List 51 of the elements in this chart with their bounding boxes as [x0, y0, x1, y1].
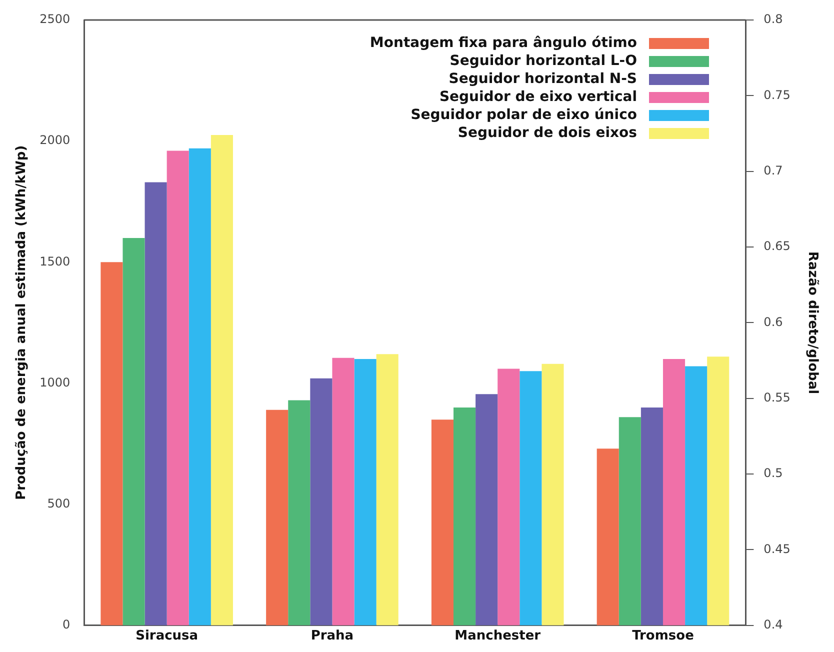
bar	[520, 371, 542, 626]
bar	[310, 378, 332, 626]
bar	[431, 420, 454, 626]
legend-label: Seguidor polar de eixo único	[410, 106, 637, 124]
bar	[542, 364, 564, 626]
y2-tick-label: 0.6	[764, 314, 783, 329]
bar	[454, 407, 476, 626]
bar	[288, 400, 310, 626]
bar	[210, 135, 233, 626]
bar	[332, 358, 354, 626]
bar	[144, 182, 167, 626]
y-tick-label: 1500	[40, 254, 70, 268]
bar	[596, 448, 619, 626]
bar	[376, 354, 398, 626]
y2-tick-label: 0.5	[764, 466, 783, 480]
bar	[662, 359, 686, 626]
legend-label: Seguidor de eixo vertical	[439, 88, 637, 106]
legend-label: Seguidor horizontal N-S	[448, 70, 637, 88]
y-tick-label: 2500	[40, 12, 70, 26]
y2-tick-label: 0.7	[764, 163, 783, 178]
bar	[188, 148, 211, 626]
bar	[707, 356, 730, 626]
x-tick-label: Tromsoe	[632, 628, 694, 644]
bar	[640, 407, 663, 626]
y2-axis-title: Razão direto/global	[804, 251, 820, 394]
y-tick-label: 1000	[40, 375, 70, 390]
legend-label: Montagem fixa para ângulo ótimo	[370, 34, 637, 52]
y2-tick-label: 0.45	[764, 542, 790, 556]
bar	[685, 366, 708, 626]
y-tick-label: 2000	[40, 133, 70, 148]
y-axis-title: Produção de energia anual estimada (kWh/kWp)	[14, 145, 30, 500]
legend-label: Seguidor de dois eixos	[458, 124, 637, 142]
y2-tick-label: 0.65	[764, 239, 790, 254]
y2-tick-label: 0.55	[764, 390, 790, 404]
y-tick-label: 0	[62, 618, 70, 632]
bar	[354, 359, 376, 626]
bar	[166, 150, 189, 626]
bar	[498, 368, 520, 626]
y2-tick-label: 0.4	[764, 618, 783, 632]
bar	[122, 238, 145, 626]
y2-tick-label: 0.75	[764, 88, 790, 102]
x-tick-label: Siracusa	[136, 628, 198, 644]
bar	[100, 262, 123, 626]
bar	[266, 410, 288, 626]
x-tick-label: Manchester	[454, 628, 542, 644]
x-tick-label: Praha	[310, 628, 354, 644]
legend-label: Seguidor horizontal L-O	[450, 52, 637, 70]
y-tick-label: 500	[47, 496, 70, 510]
bar	[476, 394, 498, 626]
y2-tick-label: 0.8	[764, 12, 783, 26]
bar	[618, 417, 641, 626]
